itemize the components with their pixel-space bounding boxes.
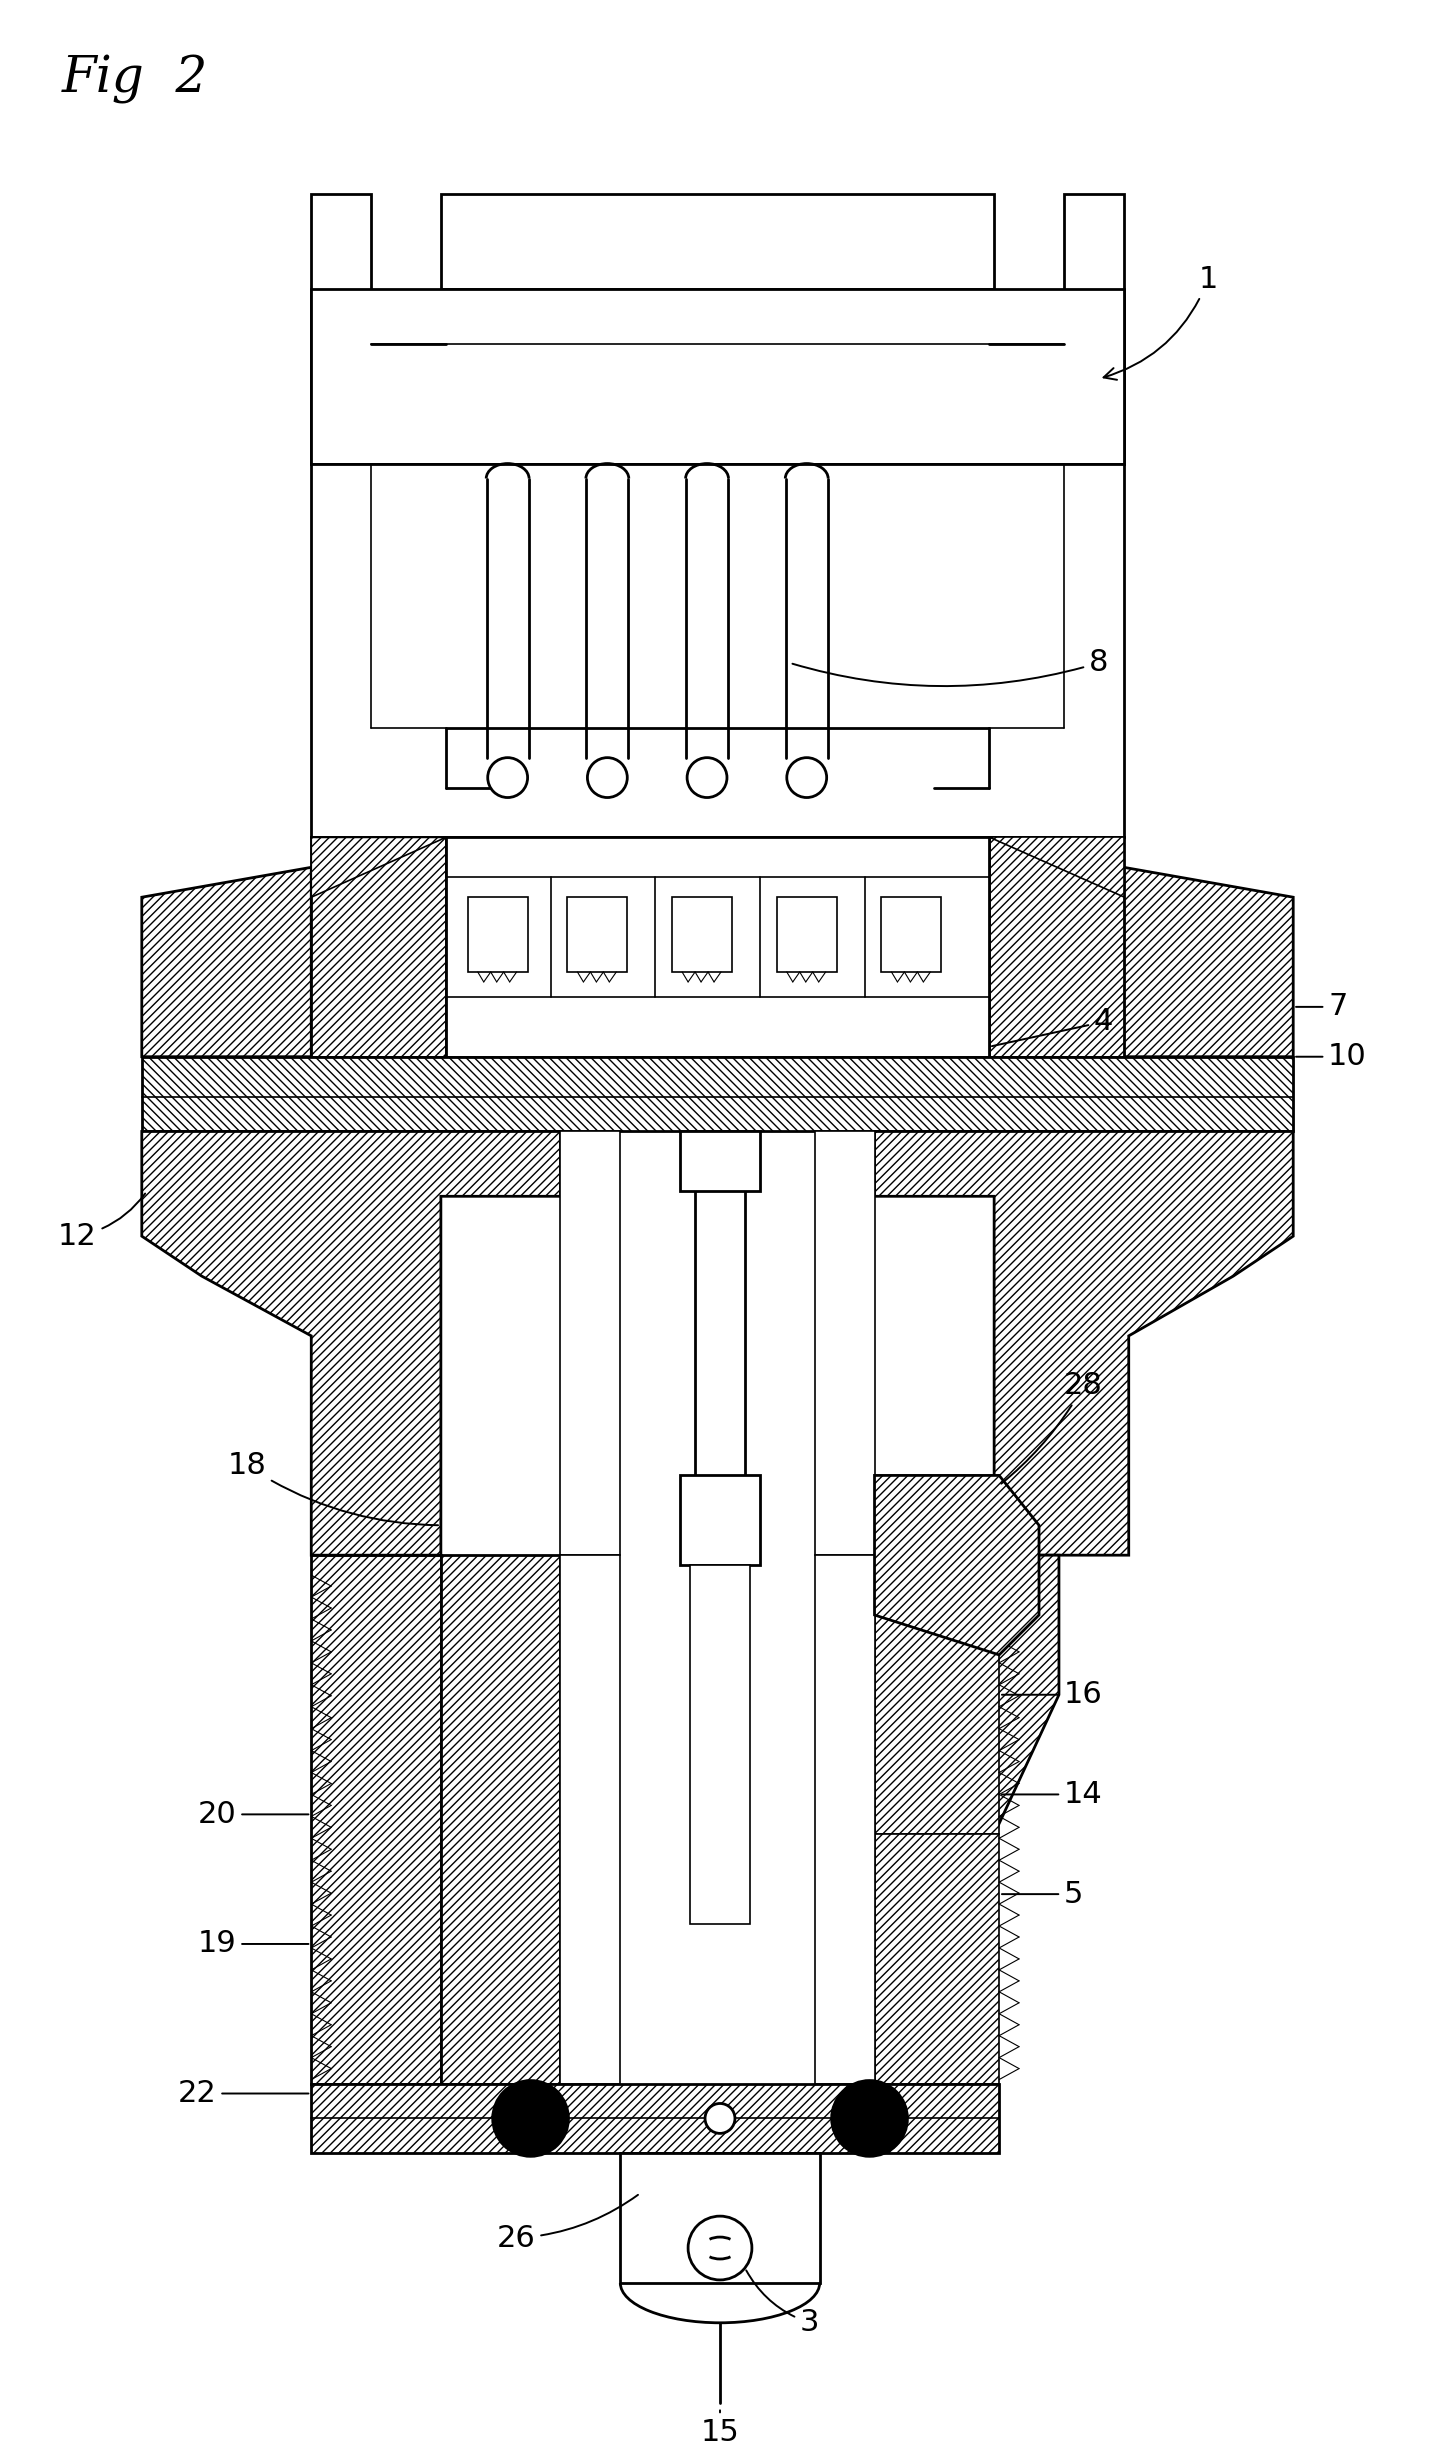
Circle shape [686, 757, 727, 798]
Text: 16: 16 [1002, 1680, 1102, 1709]
Polygon shape [311, 838, 446, 1056]
Text: 20: 20 [197, 1800, 308, 1829]
Circle shape [492, 2082, 568, 2155]
Polygon shape [142, 1131, 561, 1555]
Text: 12: 12 [58, 1193, 145, 1251]
Bar [311, 463, 1124, 838]
Bar [681, 1474, 760, 1565]
Bar [311, 2084, 999, 2153]
Polygon shape [875, 1555, 999, 1834]
Text: 14: 14 [1002, 1780, 1102, 1810]
Polygon shape [875, 1474, 1039, 1656]
Bar [777, 896, 836, 972]
Text: 19: 19 [197, 1930, 308, 1959]
Circle shape [688, 2216, 753, 2280]
Text: 4: 4 [991, 1007, 1114, 1046]
Polygon shape [875, 1834, 999, 2084]
Text: 18: 18 [227, 1450, 437, 1526]
Bar [561, 1555, 620, 2084]
Bar [567, 896, 627, 972]
Polygon shape [311, 838, 446, 896]
Polygon shape [989, 838, 1124, 1056]
Bar [814, 1131, 875, 1555]
Polygon shape [875, 1555, 1059, 2084]
Text: Fig  2: Fig 2 [62, 54, 209, 105]
Bar [311, 193, 371, 463]
Bar [681, 1131, 760, 1190]
Bar [561, 1131, 620, 1555]
Bar [620, 2153, 820, 2282]
Polygon shape [1124, 867, 1294, 1056]
Bar [311, 289, 1124, 463]
Circle shape [587, 757, 627, 798]
Bar [691, 1565, 750, 1925]
Text: 15: 15 [701, 2410, 740, 2447]
Bar [468, 896, 528, 972]
Text: 7: 7 [1297, 992, 1347, 1021]
Polygon shape [875, 1131, 1294, 1555]
Bar [814, 1555, 875, 2084]
Text: 10: 10 [1297, 1043, 1367, 1070]
Text: 3: 3 [747, 2270, 819, 2336]
Bar [440, 193, 994, 289]
Bar [882, 896, 941, 972]
Polygon shape [989, 838, 1124, 896]
Circle shape [488, 757, 528, 798]
Circle shape [832, 2082, 908, 2155]
Text: 8: 8 [793, 649, 1108, 686]
Text: 26: 26 [496, 2194, 637, 2253]
Text: 1: 1 [1104, 264, 1217, 380]
Text: 5: 5 [1002, 1881, 1084, 1908]
Text: 22: 22 [178, 2079, 308, 2109]
Bar [446, 838, 989, 1056]
Circle shape [705, 2104, 735, 2133]
Polygon shape [142, 867, 311, 1056]
Polygon shape [311, 1555, 440, 2084]
Circle shape [787, 757, 826, 798]
Bar [1063, 193, 1124, 463]
Bar [142, 1056, 1294, 1131]
Polygon shape [440, 1555, 561, 2084]
Bar [672, 896, 732, 972]
Text: 28: 28 [1002, 1371, 1102, 1484]
